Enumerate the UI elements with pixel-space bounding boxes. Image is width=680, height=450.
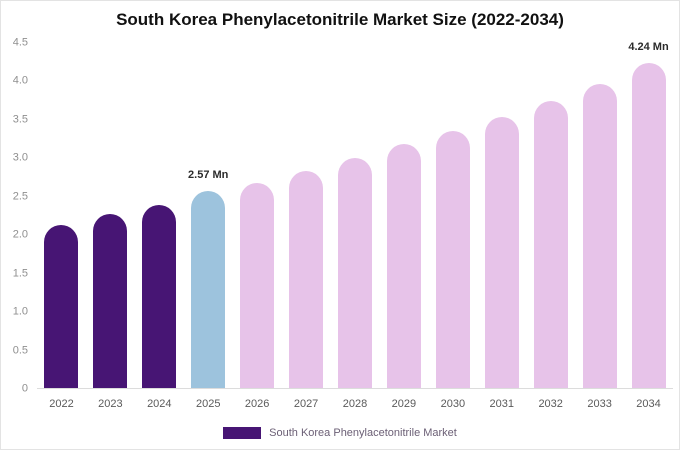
y-tick-label: 2.0 bbox=[12, 228, 28, 241]
bar-2031 bbox=[484, 117, 519, 388]
bar-2032 bbox=[533, 101, 568, 388]
bar-2029 bbox=[386, 144, 421, 388]
bar-slot bbox=[233, 43, 282, 388]
legend-swatch bbox=[223, 427, 262, 439]
bar-2026 bbox=[240, 182, 275, 388]
bar-slot bbox=[331, 43, 380, 388]
bar-slot: 4.24 Mn bbox=[624, 41, 673, 388]
bar-2027 bbox=[289, 171, 324, 388]
y-tick-label: 3.0 bbox=[12, 151, 28, 164]
legend-label: South Korea Phenylacetonitrile Market bbox=[269, 427, 457, 439]
x-tick-label: 2023 bbox=[98, 398, 123, 410]
bar-2022 bbox=[44, 224, 79, 388]
x-tick-label: 2031 bbox=[489, 398, 514, 410]
bar-value-label: 2.57 Mn bbox=[188, 168, 229, 181]
bar-slot bbox=[526, 43, 575, 388]
x-tick-label: 2026 bbox=[244, 398, 270, 410]
x-tick-label: 2032 bbox=[538, 398, 563, 410]
bar-slot bbox=[282, 43, 331, 388]
x-tick-label: 2024 bbox=[147, 398, 172, 410]
bar-2034: 4.24 Mn bbox=[628, 41, 669, 388]
bar-slot bbox=[428, 43, 477, 388]
bar-2028 bbox=[337, 158, 372, 388]
y-tick-label: 1.5 bbox=[12, 267, 28, 280]
bar-2030 bbox=[435, 131, 470, 388]
y-tick-label: 0.5 bbox=[12, 344, 28, 357]
x-tick-label: 2022 bbox=[49, 398, 74, 410]
y-tick-label: 0 bbox=[21, 382, 28, 395]
x-tick-label: 2027 bbox=[293, 398, 319, 410]
bars: 2.57 Mn 4.24 Mn bbox=[37, 41, 673, 388]
x-tick-label: 2033 bbox=[587, 398, 612, 410]
x-tick-label: 2034 bbox=[636, 398, 661, 410]
bar-2023 bbox=[93, 213, 128, 388]
y-tick-label: 2.5 bbox=[12, 190, 28, 203]
x-tick-label: 2029 bbox=[391, 398, 417, 410]
bar-slot: 2.57 Mn bbox=[184, 43, 233, 388]
bar-slot bbox=[379, 43, 428, 388]
x-tick-label: 2030 bbox=[440, 398, 466, 410]
y-tick-label: 4.5 bbox=[12, 36, 28, 49]
legend: South Korea Phenylacetonitrile Market bbox=[1, 427, 679, 439]
y-tick-label: 3.5 bbox=[12, 113, 28, 126]
y-tick-label: 4.0 bbox=[12, 74, 28, 87]
plot-area: 2.57 Mn 4.24 Mn bbox=[37, 41, 673, 389]
y-axis: 0 0.5 1.0 1.5 2.0 2.5 3.0 3.5 4.0 4.5 bbox=[1, 37, 31, 394]
x-axis: 2022 2023 2024 2025 2026 2027 2028 2029 2030 2031… bbox=[37, 398, 673, 410]
bar-2025: 2.57 Mn bbox=[188, 169, 228, 388]
bar-2033 bbox=[582, 83, 617, 388]
chart-title: South Korea Phenylacetonitrile Market Si… bbox=[116, 10, 564, 29]
bar-slot bbox=[575, 43, 624, 388]
bar-value-label: 4.24 Mn bbox=[628, 40, 669, 53]
x-tick-label: 2028 bbox=[342, 398, 368, 410]
bar-slot bbox=[37, 43, 86, 388]
bar-slot bbox=[86, 43, 135, 388]
bar-slot bbox=[477, 43, 526, 388]
x-tick-label: 2025 bbox=[195, 398, 221, 410]
bar-slot bbox=[135, 43, 184, 388]
y-tick-label: 1.0 bbox=[12, 305, 28, 318]
bar-2024 bbox=[142, 204, 177, 388]
